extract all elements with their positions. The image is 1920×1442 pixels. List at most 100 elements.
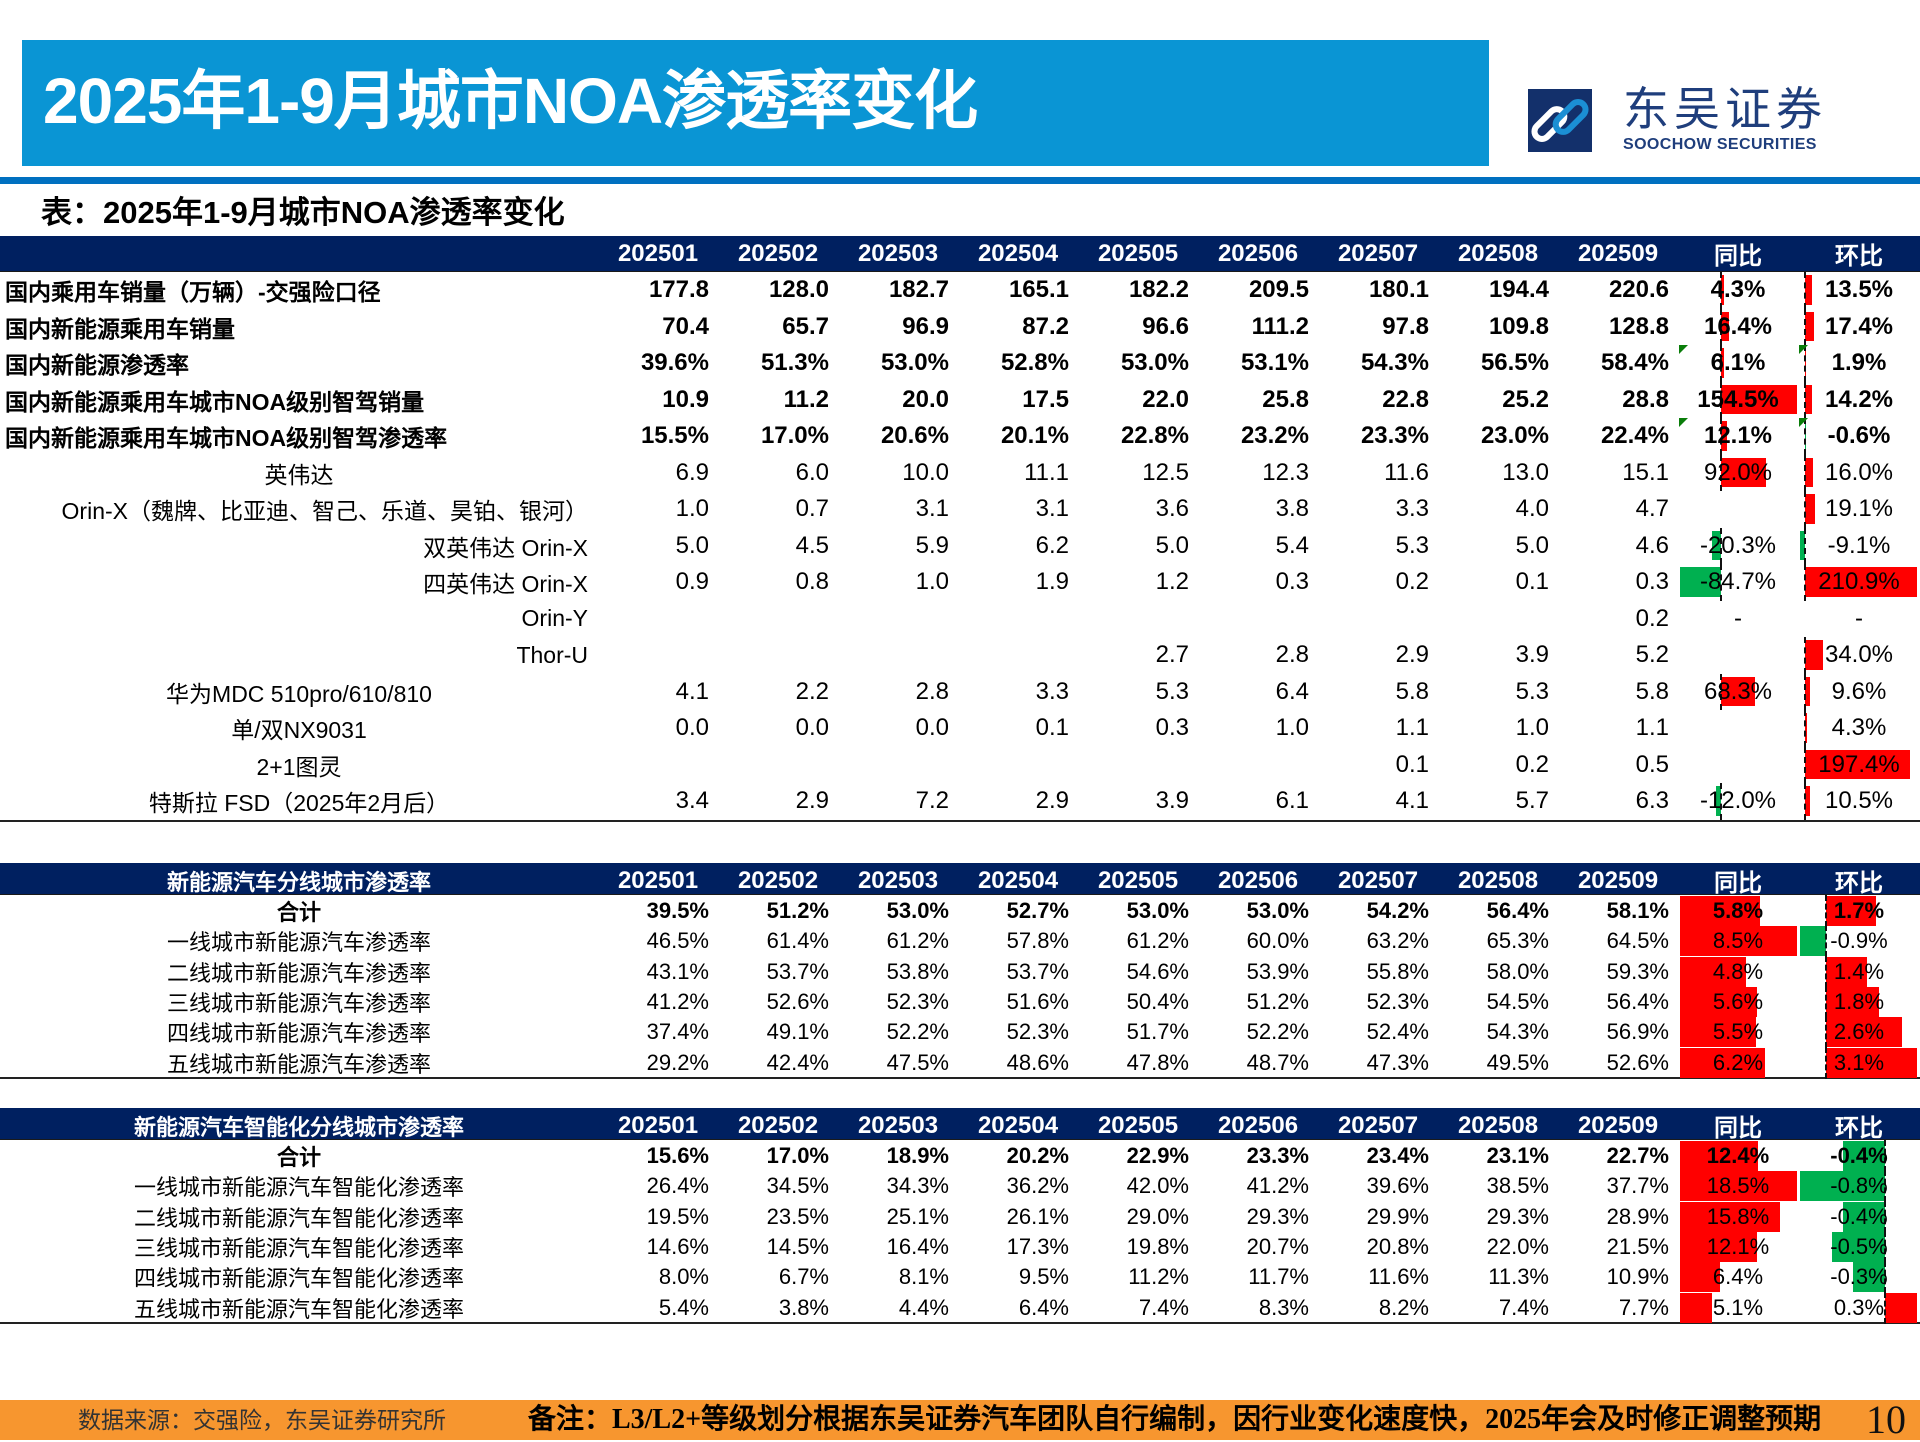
value-cell: 36.2% [958, 1170, 1078, 1202]
row-label: 单/双NX9031 [0, 710, 598, 747]
table-caption: 表：2025年1-9月城市NOA渗透率变化 [41, 193, 565, 233]
value-cell: 51.6% [958, 986, 1078, 1018]
value-cell [1438, 601, 1558, 638]
value-cell: 55.8% [1318, 956, 1438, 988]
value-cell: 43.1% [598, 956, 718, 988]
value-cell: 29.3% [1438, 1201, 1558, 1233]
mom-value: 197.4% [1818, 751, 1899, 779]
header-label-cell [0, 236, 598, 271]
value-cell: 10.0 [838, 455, 958, 492]
yoy-cell: 92.0% [1678, 455, 1798, 492]
value-cell: 15.6% [598, 1140, 718, 1172]
value-cell: 3.1 [838, 491, 958, 528]
column-header: 同比 [1678, 236, 1798, 271]
value-cell [958, 601, 1078, 638]
value-cell: 6.2 [958, 528, 1078, 565]
page-number: 10 [1866, 1400, 1906, 1440]
value-cell: 53.7% [718, 956, 838, 988]
value-cell: 9.5% [958, 1261, 1078, 1293]
company-logo: 东吴证券 SOOCHOW SECURITIES [1528, 88, 1848, 154]
title-bar: 2025年1-9月城市NOA渗透率变化 [22, 40, 1489, 166]
row-label: 一线城市新能源汽车智能化渗透率 [0, 1170, 598, 1202]
yoy-value: 92.0% [1704, 459, 1772, 487]
value-cell: 8.2% [1318, 1292, 1438, 1324]
mom-cell: 4.3% [1798, 710, 1920, 747]
value-cell: 64.5% [1558, 925, 1678, 957]
value-cell: 56.4% [1438, 895, 1558, 927]
value-cell: 18.9% [838, 1140, 958, 1172]
value-cell [1318, 601, 1438, 638]
value-cell [598, 637, 718, 674]
value-cell: 53.0% [1078, 345, 1198, 382]
data-bar-positive [1805, 385, 1813, 415]
value-cell: 3.8% [718, 1292, 838, 1324]
value-cell: 22.4% [1558, 418, 1678, 455]
value-cell: 58.1% [1558, 895, 1678, 927]
data-bar-axis [1825, 956, 1827, 988]
mom-cell: 34.0% [1798, 637, 1920, 674]
value-cell: 48.7% [1198, 1047, 1318, 1079]
value-cell: 4.7 [1558, 491, 1678, 528]
value-cell: 96.6 [1078, 309, 1198, 346]
mom-cell: 1.7% [1798, 895, 1920, 927]
value-cell: 128.8 [1558, 309, 1678, 346]
value-cell: 0.2 [1318, 564, 1438, 601]
value-cell: 11.1 [958, 455, 1078, 492]
mom-cell: -0.6% [1798, 418, 1920, 455]
mom-value: 34.0% [1825, 641, 1893, 669]
mom-cell: -0.4% [1798, 1140, 1920, 1172]
data-bar-axis [1804, 674, 1806, 711]
mom-cell: 210.9% [1798, 564, 1920, 601]
value-cell: 6.3 [1558, 783, 1678, 820]
value-cell: 0.3 [1198, 564, 1318, 601]
value-cell [1078, 747, 1198, 784]
value-cell: 1.2 [1078, 564, 1198, 601]
value-cell: 3.3 [958, 674, 1078, 711]
value-cell: 5.3 [1318, 528, 1438, 565]
value-cell: 2.8 [838, 674, 958, 711]
mom-value: - [1855, 605, 1863, 633]
value-cell: 53.8% [838, 956, 958, 988]
mom-cell: -0.9% [1798, 925, 1920, 957]
value-cell: 52.7% [958, 895, 1078, 927]
data-bar-axis [1825, 895, 1827, 927]
value-cell: 53.7% [958, 956, 1078, 988]
value-cell: 8.3% [1198, 1292, 1318, 1324]
value-cell: 15.5% [598, 418, 718, 455]
mom-value: 210.9% [1818, 568, 1899, 596]
value-cell: 52.2% [838, 1016, 958, 1048]
row-label: 二线城市新能源汽车智能化渗透率 [0, 1201, 598, 1233]
value-cell: 63.2% [1318, 925, 1438, 957]
value-cell [598, 601, 718, 638]
value-cell: 0.0 [838, 710, 958, 747]
data-bar-axis [1804, 564, 1806, 601]
mom-value: -0.3% [1830, 1264, 1887, 1290]
value-cell: 0.3 [1078, 710, 1198, 747]
data-source-note: 数据来源：交强险，东吴证券研究所 [78, 1400, 446, 1440]
row-label: 国内新能源乘用车城市NOA级别智驾销量 [0, 382, 598, 419]
data-bar-positive [1805, 494, 1815, 524]
value-cell: 53.0% [838, 345, 958, 382]
value-cell: 47.8% [1078, 1047, 1198, 1079]
row-label: 国内新能源乘用车销量 [0, 309, 598, 346]
column-header: 202503 [838, 1108, 958, 1143]
header-label-cell: 新能源汽车分线城市渗透率 [0, 863, 598, 898]
value-cell: 54.2% [1318, 895, 1438, 927]
row-label: 合计 [0, 895, 598, 927]
yoy-value: 5.5% [1713, 1019, 1763, 1045]
value-cell: 182.7 [838, 272, 958, 309]
row-label: Orin-Y [0, 601, 598, 638]
row-label: 华为MDC 510pro/610/810 [0, 674, 598, 711]
row-label: 二线城市新能源汽车渗透率 [0, 956, 598, 988]
value-cell: 5.0 [1078, 528, 1198, 565]
soochow-link-logo-icon [1528, 89, 1592, 152]
value-cell [718, 601, 838, 638]
value-cell: 22.0% [1438, 1231, 1558, 1263]
value-cell: 7.7% [1558, 1292, 1678, 1324]
